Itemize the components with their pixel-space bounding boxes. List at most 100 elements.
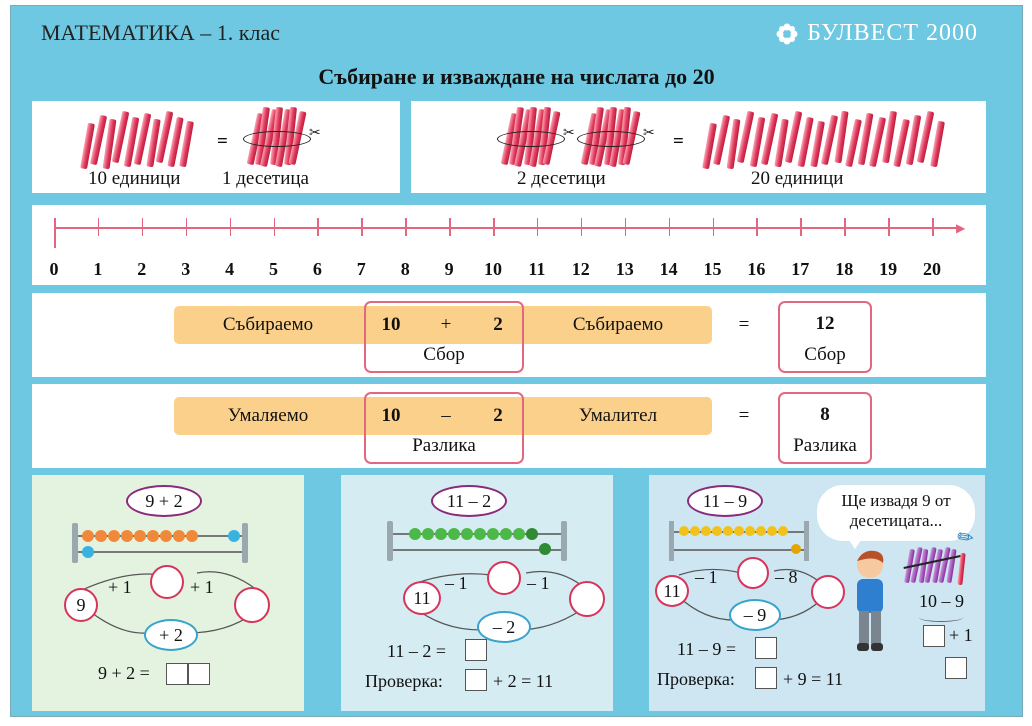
number-line-tick	[932, 218, 934, 236]
number-line-label: 6	[312, 259, 322, 279]
publisher-logo: БУЛВЕСТ 2000	[775, 20, 978, 47]
number-line-tick	[361, 218, 363, 236]
addend-label-2: Събираемо	[572, 314, 664, 335]
addition-orange-bar	[174, 306, 712, 344]
number-line-tick	[580, 218, 583, 236]
number-line-tick	[888, 218, 890, 236]
example3-check-blank[interactable]	[755, 667, 777, 689]
subtraction-first-number: 10	[381, 405, 401, 426]
number-line-label: 1	[93, 259, 103, 279]
addition-second-number: 2	[493, 314, 503, 335]
example3-check-label: Проверка:	[657, 669, 735, 689]
number-line-tick	[493, 218, 495, 236]
ten-units-sticks	[80, 109, 204, 170]
equals-sign: =	[217, 131, 228, 152]
speech-bubble: Ще извадя 9 от десетицата...	[817, 485, 975, 549]
example3-expression: 11 – 9	[687, 485, 763, 517]
number-line-tick	[668, 218, 671, 236]
example2-mid-blank[interactable]	[487, 561, 521, 595]
subtraction-equals: =	[738, 405, 750, 426]
example2-check-rest: + 2 = 11	[493, 671, 554, 691]
number-line-tick	[449, 218, 451, 236]
ten-bundle-b: ✂	[577, 105, 655, 169]
minus-sign: –	[441, 405, 451, 426]
number-line-label: 16	[747, 259, 766, 279]
number-line-label: 7	[356, 259, 366, 279]
number-line-panel: ▶ 0 1 2 3 4 5 6 7 8 9 10 11 12 13 14 15 16 17 18 19 20	[32, 205, 986, 285]
addend-label-1: Събираемо	[222, 314, 314, 335]
number-line-label: 17	[791, 259, 810, 279]
example1-step2: + 1	[190, 577, 214, 597]
number-line-label: 3	[181, 259, 191, 279]
example3-answer[interactable]	[755, 637, 777, 659]
minuend-label: Умаляемо	[227, 405, 309, 426]
example2-end-blank[interactable]	[569, 581, 605, 617]
number-line-label: 11	[528, 259, 546, 279]
example1-end-blank[interactable]	[234, 587, 270, 623]
number-line-tick	[405, 218, 407, 236]
example1-equation: 9 + 2 =	[98, 663, 150, 683]
example2-check-label: Проверка:	[365, 671, 443, 691]
abacus-3	[669, 521, 809, 561]
example3-equation: 11 – 9 =	[677, 639, 736, 659]
example2-answer[interactable]	[465, 639, 487, 661]
number-line-label: 20	[923, 259, 941, 279]
example3-split-blank-2[interactable]	[945, 657, 967, 679]
number-line-tick	[712, 218, 714, 236]
number-line-tick	[536, 218, 539, 236]
poster: МАТЕМАТИКА – 1. клас БУЛВЕСТ 2000 Събира…	[10, 5, 1023, 717]
number-line-tick	[185, 218, 188, 236]
subtraction-result-label: Разлика	[793, 435, 857, 456]
addition-sum-bracket	[364, 301, 524, 373]
number-line-label: 15	[703, 259, 722, 279]
example3-split-blank-1[interactable]	[923, 625, 945, 647]
example3-mid-blank[interactable]	[737, 557, 769, 589]
number-line-label: 8	[400, 259, 410, 279]
subtraction-second-number: 2	[493, 405, 503, 426]
speech-text-1: Ще извадя 9 от	[841, 491, 951, 510]
number-line-label: 14	[659, 259, 678, 279]
number-line-label: 0	[49, 259, 59, 279]
addition-result: 12	[815, 313, 835, 334]
example1-answer-units[interactable]	[188, 663, 210, 685]
example2-equation: 11 – 2 =	[387, 641, 446, 661]
ten-units-label: 10 единици	[88, 168, 181, 189]
one-ten-label: 1 десетица	[222, 168, 309, 189]
publisher-flower-icon	[776, 23, 798, 44]
twenty-units-label: 20 единици	[751, 168, 844, 189]
ten-bundle-a: ✂	[497, 105, 575, 169]
example3-split-plus: + 1	[949, 625, 973, 645]
number-line-label: 12	[571, 259, 590, 279]
example3-end-blank[interactable]	[811, 575, 845, 609]
number-line-tick	[141, 218, 144, 236]
example1-start: 9	[64, 588, 98, 622]
number-line-tick	[229, 218, 232, 236]
number-line-label: 10	[484, 259, 502, 279]
example2-step2: – 1	[527, 573, 550, 593]
example2-step1: – 1	[445, 573, 468, 593]
addition-result-label: Сбор	[804, 344, 846, 365]
addition-result-box	[778, 301, 872, 373]
subtraction-result: 8	[820, 404, 830, 425]
subject-header: МАТЕМАТИКА – 1. клас	[41, 20, 280, 45]
addition-sum-label: Сбор	[423, 344, 465, 365]
example2-check-blank[interactable]	[465, 669, 487, 691]
example-panel-subtraction: 11 – 2 11 – 1 – 1 – 2	[341, 475, 613, 711]
example1-mid-blank[interactable]	[150, 565, 184, 599]
example1-total-step: + 2	[144, 619, 198, 651]
two-tens-label: 2 десетици	[517, 168, 606, 189]
abacus-2	[387, 521, 567, 561]
number-line-tick	[624, 218, 627, 236]
number-line-tick	[844, 218, 846, 236]
example1-expression: 9 + 2	[126, 485, 202, 517]
page-title: Събиране и изваждане на числата до 20	[318, 64, 715, 89]
number-line-label: 18	[835, 259, 854, 279]
example3-start: 11	[655, 575, 689, 607]
ten-bundle: ✂	[243, 105, 321, 169]
example1-answer-tens[interactable]	[166, 663, 188, 685]
abacus-1	[72, 523, 248, 563]
equals-sign-2: =	[673, 131, 684, 152]
number-line-tick	[800, 218, 802, 236]
subtraction-diff-label: Разлика	[412, 435, 476, 456]
number-line-origin	[54, 218, 56, 248]
